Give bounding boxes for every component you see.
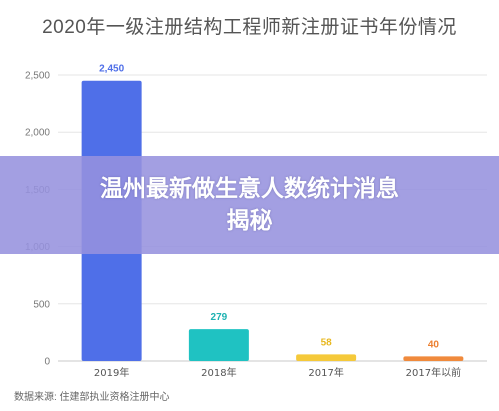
overlay-banner: 温州最新做生意人数统计消息 揭秘 (0, 156, 499, 254)
x-tick-label: 2017年 (308, 366, 343, 379)
bar (188, 329, 249, 361)
bar-value-label: 279 (211, 312, 228, 323)
y-tick-label: 0 (44, 357, 50, 368)
x-tick-label: 2017年以前 (406, 366, 461, 379)
y-tick-label: 2,000 (25, 128, 50, 139)
y-tick-label: 2,500 (25, 71, 50, 82)
bar-value-label: 58 (321, 337, 333, 348)
bar-value-label: 2,450 (99, 64, 124, 75)
x-tick-label: 2018年 (201, 366, 236, 379)
source-note: 数据来源: 住建部执业资格注册中心 (14, 392, 170, 403)
overlay-headline-line1: 温州最新做生意人数统计消息 (100, 176, 399, 202)
bar (296, 354, 357, 361)
y-tick-label: 500 (33, 299, 50, 310)
chart-title: 2020年一级注册结构工程师新注册证书年份情况 (42, 17, 457, 38)
overlay-headline-line2: 揭秘 (226, 208, 273, 234)
bar (403, 356, 464, 361)
x-tick-label: 2019年 (94, 366, 129, 379)
bar-value-label: 40 (428, 339, 440, 350)
